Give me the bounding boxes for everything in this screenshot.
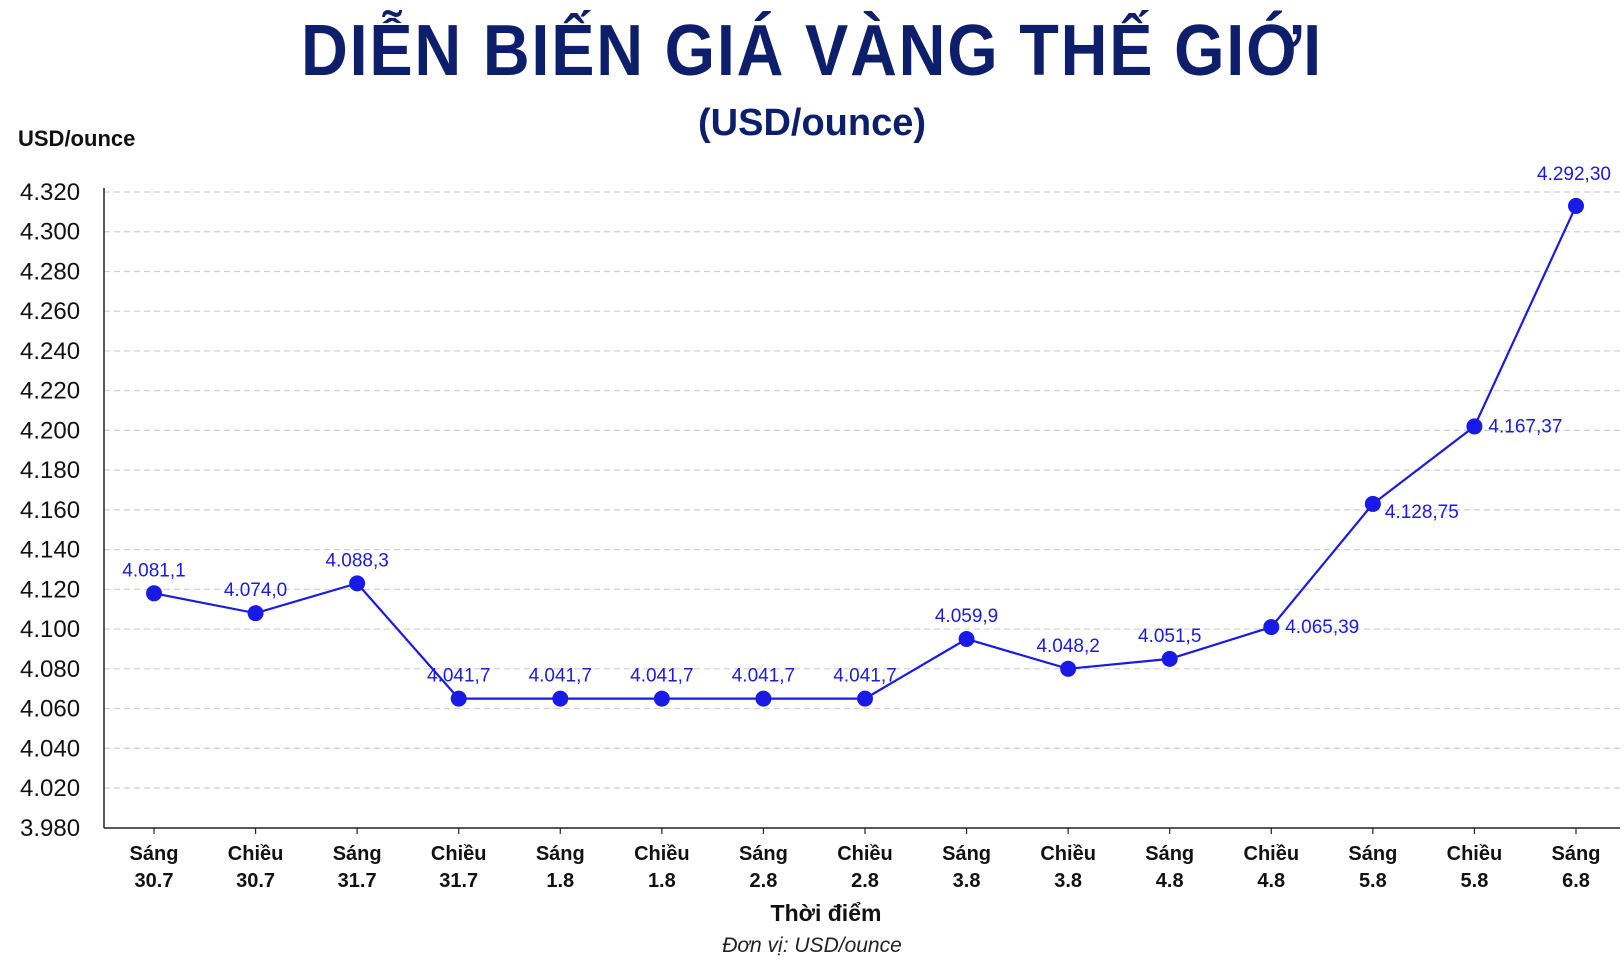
- data-label: 4.041,7: [529, 666, 592, 687]
- x-tick-label: 3.8: [1054, 870, 1082, 892]
- x-tick-label: Chiều: [1244, 843, 1300, 865]
- y-tick-label: 4.300: [20, 219, 80, 246]
- x-tick-label: 5.8: [1461, 870, 1489, 892]
- x-tick-label: 30.7: [236, 870, 275, 892]
- chart-subtitle: (USD/ounce): [698, 102, 926, 144]
- data-label: 4.041,7: [427, 666, 490, 687]
- x-axis-title: Thời điểm: [771, 900, 882, 926]
- data-label: 4.065,39: [1285, 617, 1359, 638]
- data-point: [1568, 197, 1584, 214]
- series-gold-price: [146, 197, 1584, 707]
- x-tick-label: 31.7: [338, 870, 377, 892]
- x-tick-label: 30.7: [135, 870, 174, 892]
- data-label: 4.041,7: [630, 666, 693, 687]
- x-tick-label: 6.8: [1562, 870, 1590, 892]
- data-point: [1161, 650, 1178, 667]
- y-axis-unit-label: USD/ounce: [18, 126, 136, 151]
- x-tick-label: Sáng: [536, 843, 585, 865]
- x-tick-label: 2.8: [851, 870, 879, 892]
- chart-title: DIỄN BIẾN GIÁ VÀNG THẾ GIỚI: [301, 11, 1323, 91]
- y-tick-label: 4.200: [20, 417, 80, 444]
- y-tick-label: 4.080: [20, 656, 80, 683]
- data-label: 4.081,1: [122, 560, 185, 581]
- x-tick-label: 4.8: [1156, 870, 1184, 892]
- y-tick-label: 4.220: [20, 378, 80, 405]
- data-label: 4.041,7: [833, 666, 896, 687]
- data-label: 4.074,0: [224, 580, 287, 601]
- x-tick-label: Chiều: [228, 843, 284, 865]
- data-point: [450, 690, 467, 707]
- y-tick-label: 4.160: [20, 497, 80, 524]
- y-tick-label: 4.320: [20, 179, 80, 206]
- data-point: [755, 690, 772, 707]
- series-line: [153, 205, 1577, 700]
- footnote: Đơn vị: USD/ounce: [722, 934, 902, 957]
- data-label: 4.128,75: [1385, 502, 1459, 523]
- x-tick-label: Sáng: [1348, 843, 1397, 865]
- x-tick-label: 4.8: [1257, 870, 1285, 892]
- x-tick-labels: Sáng 30.7 Chiều 30.7 Sáng 31.7 Chiều 31.7 Sáng 1.…: [130, 843, 1601, 892]
- y-tick-label: 4.100: [20, 616, 80, 643]
- data-point: [552, 690, 569, 707]
- x-tick-label: 2.8: [750, 870, 778, 892]
- y-tick-label: 4.280: [20, 258, 80, 285]
- line-chart: 3.980 4.020 4.040 4.060 4.080 4.100 4.120 4.140…: [20, 164, 1624, 926]
- y-tick-label: 4.240: [20, 338, 80, 365]
- x-tick-label: Sáng: [1552, 843, 1601, 865]
- y-tick-label: 4.060: [20, 696, 80, 723]
- y-tick-labels: 3.980 4.020 4.040 4.060 4.080 4.100 4.120 4.140…: [20, 179, 80, 842]
- x-tick-label: Sáng: [739, 843, 788, 865]
- x-tick-label: Chiều: [634, 843, 690, 865]
- x-tick-label: Sáng: [942, 843, 991, 865]
- x-tick-label: Sáng: [1145, 843, 1194, 865]
- x-tick-label: 5.8: [1359, 870, 1387, 892]
- data-point: [247, 605, 264, 622]
- data-point: [653, 690, 670, 707]
- data-point: [349, 575, 366, 592]
- x-tick-label: 1.8: [546, 870, 574, 892]
- x-tick-label: Sáng: [130, 843, 179, 865]
- data-point: [1364, 495, 1381, 512]
- x-tick-label: Chiều: [837, 843, 893, 865]
- data-label: 4.167,37: [1488, 416, 1562, 437]
- data-point: [857, 690, 873, 707]
- x-tick-label: Chiều: [1040, 843, 1096, 865]
- y-tick-label: 4.040: [20, 735, 80, 762]
- data-point: [1466, 418, 1483, 435]
- axes: [103, 188, 1620, 834]
- data-label: 4.088,3: [325, 550, 388, 571]
- data-point: [1060, 660, 1077, 677]
- data-label: 4.059,9: [935, 606, 998, 627]
- data-point: [1263, 619, 1280, 636]
- data-label: 4.292,30: [1537, 164, 1611, 185]
- y-tick-label: 3.980: [20, 815, 80, 842]
- y-tick-label: 4.140: [20, 537, 80, 564]
- y-tick-label: 4.120: [20, 576, 80, 603]
- data-labels: 4.081,1 4.074,0 4.088,3 4.041,7 4.041,7 4.041…: [122, 164, 1611, 687]
- data-label: 4.048,2: [1036, 636, 1099, 657]
- data-point: [146, 585, 162, 602]
- x-tick-label: Chiều: [1447, 843, 1503, 865]
- data-label: 4.041,7: [732, 666, 795, 687]
- x-tick-label: 1.8: [648, 870, 676, 892]
- y-tick-label: 4.180: [20, 457, 80, 484]
- data-label: 4.051,5: [1138, 626, 1201, 647]
- x-tick-label: Chiều: [431, 843, 487, 865]
- x-tick-label: 3.8: [953, 870, 981, 892]
- x-tick-label: 31.7: [439, 870, 478, 892]
- x-tick-label: Sáng: [333, 843, 382, 865]
- y-tick-label: 4.020: [20, 775, 80, 802]
- data-point: [958, 631, 975, 647]
- y-tick-label: 4.260: [20, 298, 80, 325]
